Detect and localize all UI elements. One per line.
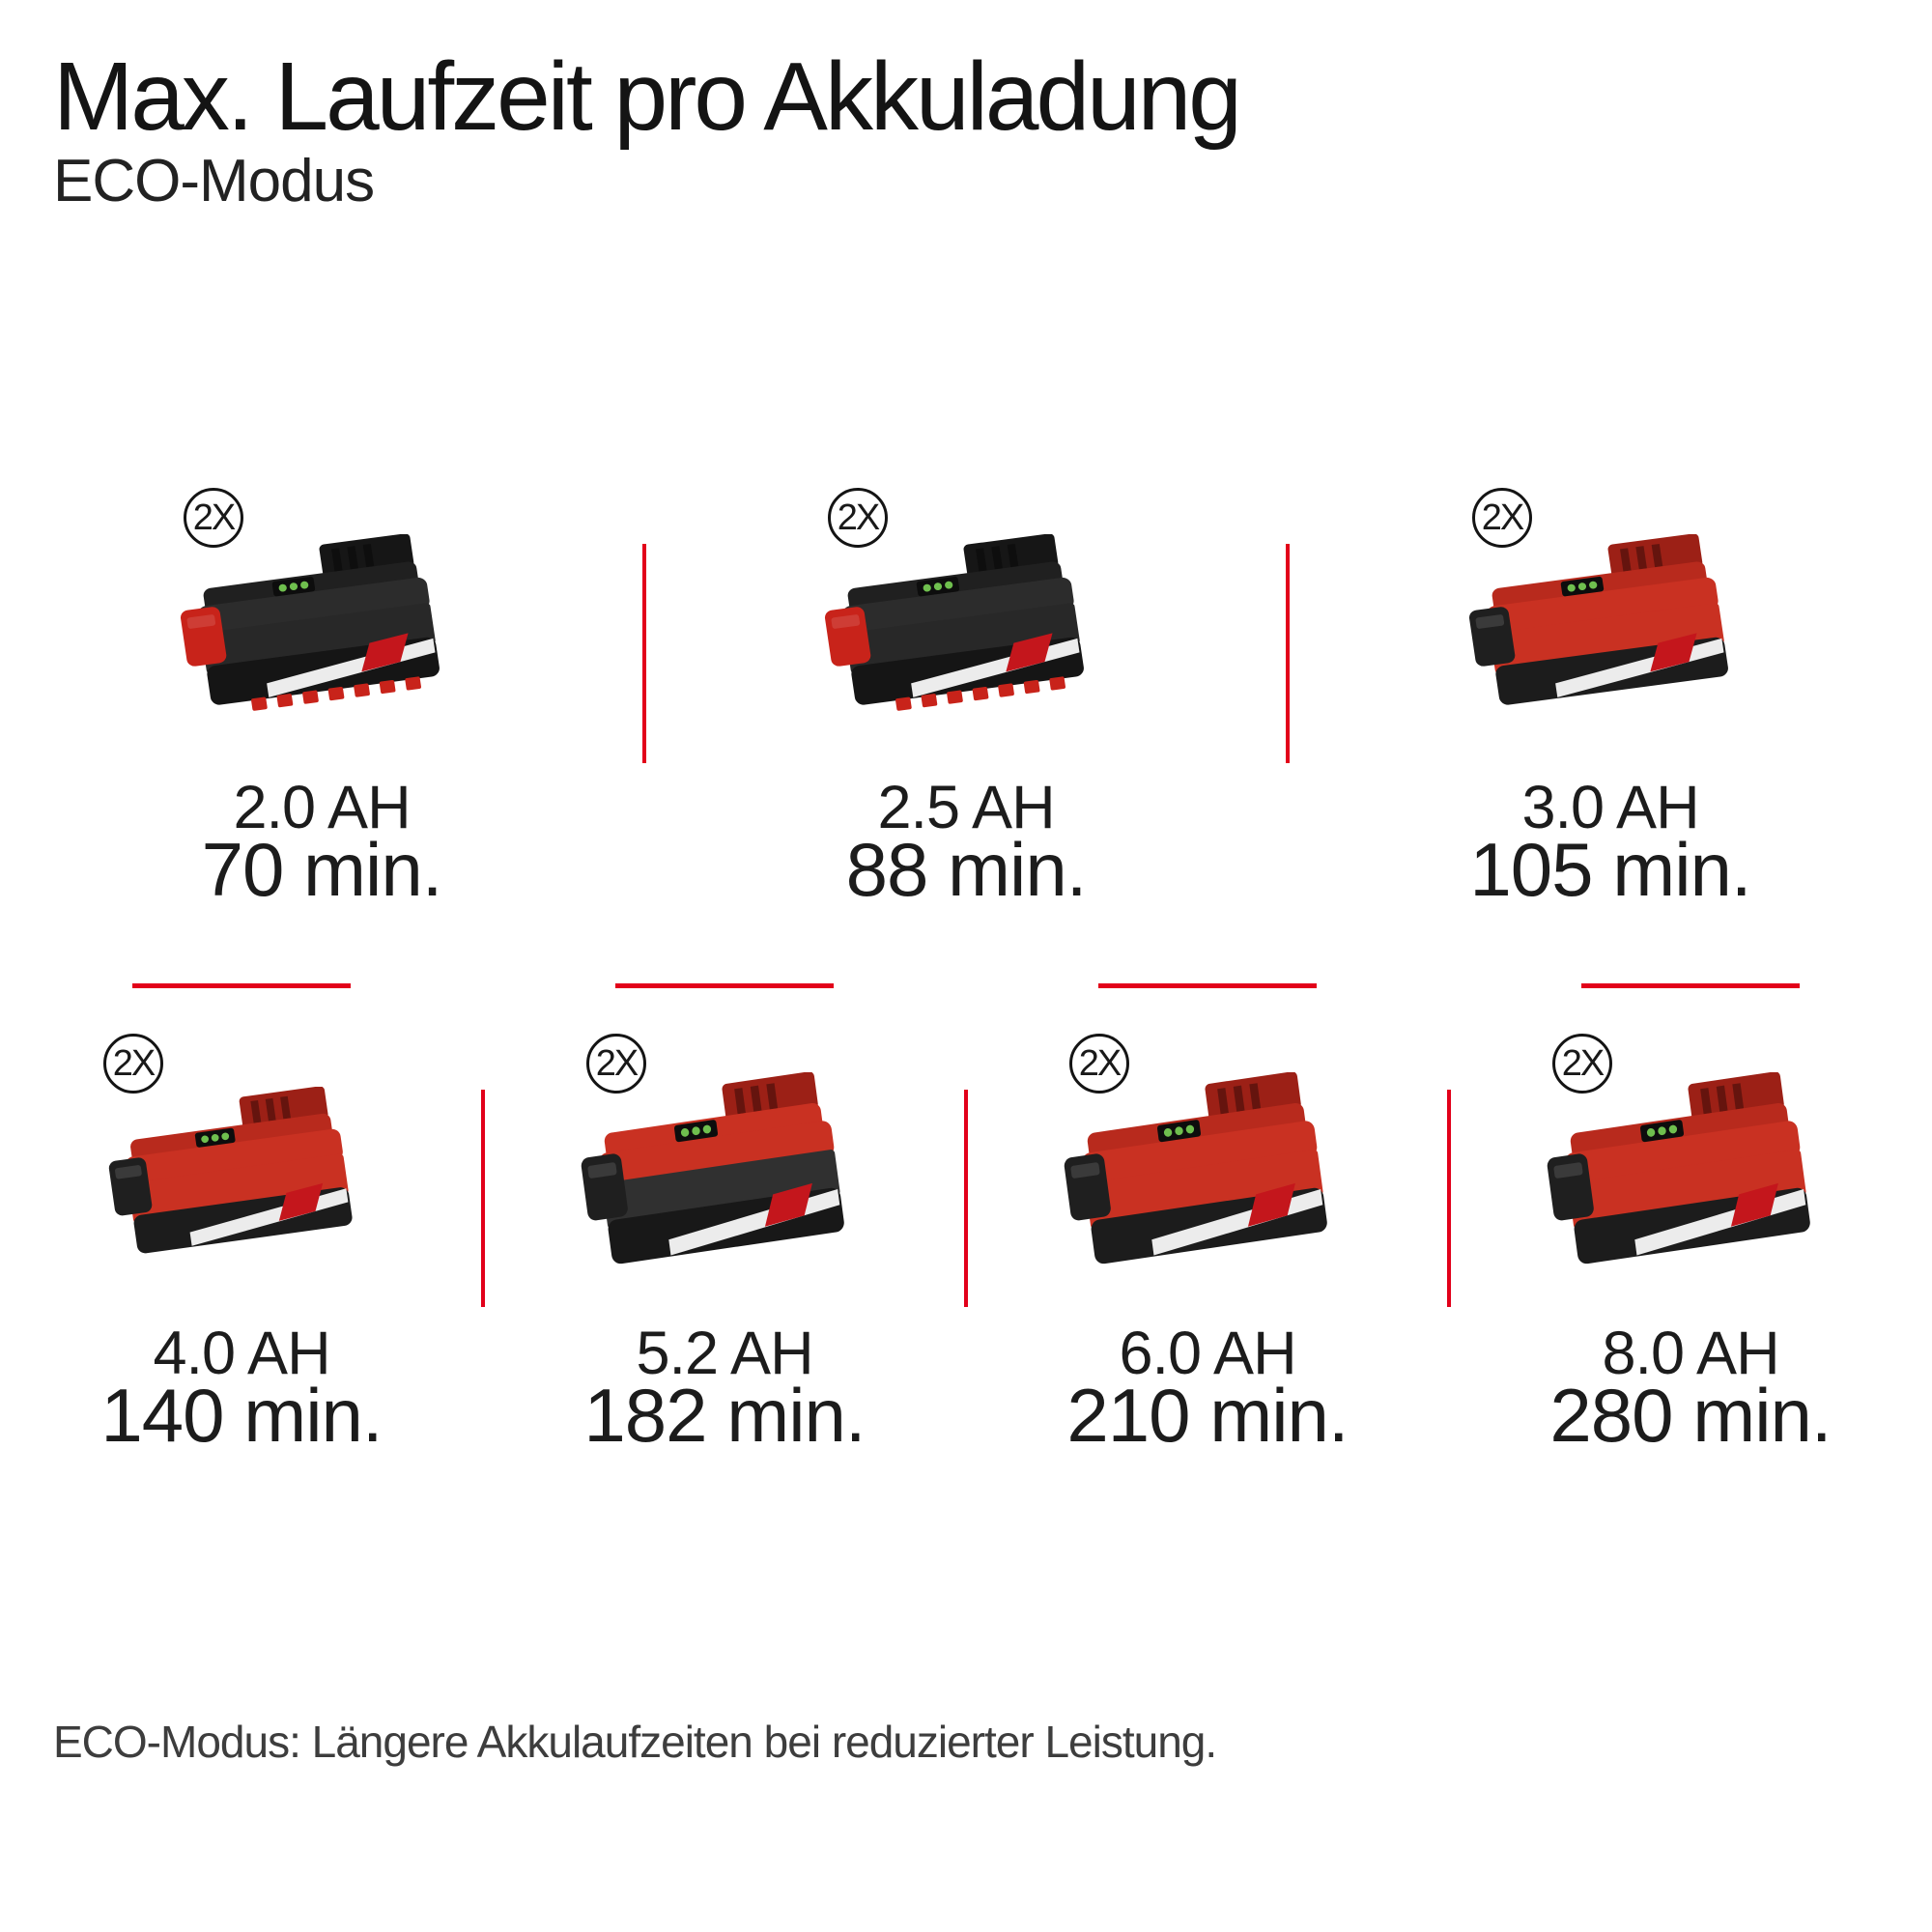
- battery-image-2-0ah: [162, 534, 481, 732]
- quantity-badge-label: 2X: [837, 497, 881, 538]
- battery-image-3-0ah: [1451, 534, 1770, 732]
- quantity-badge: 2X: [586, 1034, 646, 1094]
- battery-icon: [1529, 1072, 1853, 1294]
- divider-vertical: [481, 1090, 485, 1307]
- quantity-badge-label: 2X: [112, 1043, 156, 1084]
- quantity-badge-label: 2X: [1561, 1043, 1605, 1084]
- quantity-badge: 2X: [184, 488, 243, 548]
- capacity-label: 4.0 AH: [153, 1320, 330, 1387]
- battery-image-2-5ah: [807, 534, 1125, 732]
- battery-cell-5-2ah: 2X 5.2 AH 182 min.: [483, 1034, 966, 1488]
- battery-cell-4-0ah: 2X 4.0 AH 140 min.: [0, 1034, 483, 1488]
- battery-cell-3-0ah: 2X 3.0 AH 105 min.: [1289, 488, 1932, 942]
- battery-icon: [807, 534, 1125, 732]
- quantity-badge: 2X: [1069, 1034, 1129, 1094]
- battery-cell-2-0ah: 2X 2.0 AH 70 min.: [0, 488, 643, 942]
- runtime-label: 70 min.: [201, 827, 443, 912]
- capacity-label: 8.0 AH: [1602, 1320, 1779, 1387]
- runtime-label: 280 min.: [1549, 1373, 1832, 1458]
- quantity-badge-label: 2X: [1078, 1043, 1122, 1084]
- runtime-label: 210 min.: [1066, 1373, 1349, 1458]
- capacity-label: 6.0 AH: [1119, 1320, 1296, 1387]
- capacity-label: 5.2 AH: [636, 1320, 813, 1387]
- battery-image-6-0ah: [1046, 1072, 1370, 1294]
- divider-vertical: [964, 1090, 968, 1307]
- divider-vertical: [1447, 1090, 1451, 1307]
- battery-cell-8-0ah: 2X 8.0 AH 280 min.: [1449, 1034, 1932, 1488]
- divider-horizontal: [1581, 983, 1800, 988]
- quantity-badge: 2X: [103, 1034, 163, 1094]
- battery-icon: [92, 1087, 391, 1280]
- battery-cell-6-0ah: 2X 6.0 AH 210 min.: [966, 1034, 1449, 1488]
- capacity-label: 2.0 AH: [233, 774, 411, 841]
- runtime-label: 182 min.: [583, 1373, 866, 1458]
- battery-icon: [1451, 534, 1770, 732]
- quantity-badge: 2X: [1472, 488, 1532, 548]
- runtime-label: 105 min.: [1469, 827, 1751, 912]
- battery-icon: [563, 1072, 887, 1294]
- divider-horizontal: [1098, 983, 1317, 988]
- page-title: Max. Laufzeit pro Akkuladung: [53, 43, 1242, 151]
- runtime-label: 140 min.: [100, 1373, 383, 1458]
- battery-image-4-0ah: [92, 1087, 391, 1280]
- quantity-badge: 2X: [1552, 1034, 1612, 1094]
- divider-horizontal: [132, 983, 351, 988]
- quantity-badge-label: 2X: [192, 497, 237, 538]
- battery-icon: [162, 534, 481, 732]
- divider-vertical: [1286, 544, 1290, 763]
- runtime-label: 88 min.: [845, 827, 1088, 912]
- divider-vertical: [642, 544, 646, 763]
- battery-image-5-2ah: [563, 1072, 887, 1294]
- battery-cell-2-5ah: 2X 2.5 AH 88 min.: [644, 488, 1288, 942]
- divider-horizontal: [615, 983, 834, 988]
- capacity-label: 2.5 AH: [877, 774, 1055, 841]
- eco-mode-footnote: ECO-Modus: Längere Akkulaufzeiten bei re…: [53, 1717, 1217, 1767]
- capacity-label: 3.0 AH: [1521, 774, 1699, 841]
- quantity-badge-label: 2X: [1481, 497, 1525, 538]
- battery-image-8-0ah: [1529, 1072, 1853, 1294]
- quantity-badge: 2X: [828, 488, 888, 548]
- battery-icon: [1046, 1072, 1370, 1294]
- quantity-badge-label: 2X: [595, 1043, 639, 1084]
- page-subtitle: ECO-Modus: [53, 148, 375, 214]
